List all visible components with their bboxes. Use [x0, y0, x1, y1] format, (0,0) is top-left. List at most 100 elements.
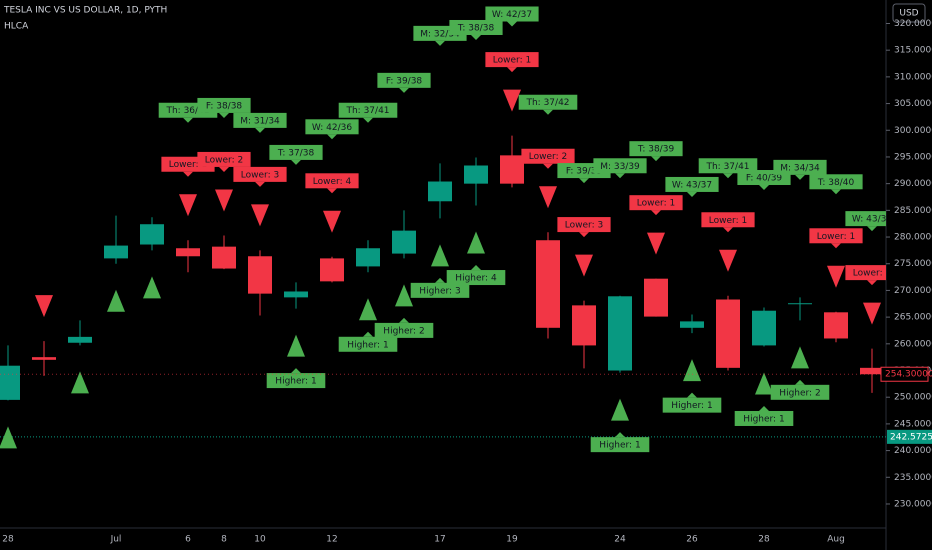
day-label-box — [377, 72, 431, 88]
day-label-pointer — [507, 21, 517, 27]
lower-label: Lower: 2 — [197, 151, 251, 172]
lower-label: Lower: 3 — [557, 217, 611, 238]
day-label-pointer — [435, 40, 445, 46]
y-tick-label: 270.00000 — [894, 286, 932, 296]
lower-label: Lower: 4 — [305, 173, 359, 194]
y-tick-label: 285.00000 — [894, 206, 932, 216]
day-label: W: 42/36 — [305, 119, 359, 140]
y-tick-label: 265.00000 — [894, 313, 932, 323]
day-label-text: F: 40/39 — [746, 174, 783, 184]
higher-label-pointer — [471, 265, 481, 271]
day-label: W: 43/37 — [665, 176, 719, 197]
higher-label: Higher: 4 — [446, 265, 506, 286]
currency-button-label[interactable]: USD — [899, 9, 918, 19]
currency-button-box[interactable] — [892, 3, 926, 23]
candle-body — [212, 246, 236, 269]
lower-label-box — [305, 173, 359, 189]
higher-label-text: Higher: 1 — [347, 340, 388, 350]
higher-label-text: Higher: 1 — [275, 377, 316, 387]
higher-label-text: Higher: 1 — [599, 441, 640, 451]
y-tick-label: 320.00000 — [894, 19, 932, 29]
lower-label-pointer — [651, 210, 661, 216]
higher-label-box — [410, 282, 470, 298]
candle-body — [176, 248, 200, 257]
day-label-box — [485, 6, 539, 22]
last-price-label: 254.30000 — [885, 370, 932, 380]
candle-body — [464, 165, 488, 184]
day-label-text: F: 39/38 — [386, 76, 423, 86]
day-label-pointer — [543, 109, 553, 115]
day-label: T: 37/38 — [269, 144, 323, 165]
day-label-box — [518, 94, 578, 110]
day-label-text: F: 39/39 — [566, 167, 603, 177]
up-arrow — [683, 359, 701, 382]
up-arrow — [287, 334, 305, 357]
lower-label-box — [485, 52, 539, 68]
lower-label: Lower: 2 — [845, 265, 886, 286]
day-label-pointer — [831, 189, 841, 195]
up-arrow — [107, 289, 125, 312]
day-label-text: M: 34/34 — [780, 163, 820, 173]
lower-label-box — [809, 228, 863, 244]
lower-label-text: Lower: 1 — [637, 199, 675, 209]
day-label-text: Th: 37/42 — [525, 98, 569, 108]
up-arrow — [431, 244, 449, 267]
down-arrow — [575, 254, 593, 277]
lower-label-box — [629, 195, 683, 211]
x-tick-label: 28 — [2, 535, 14, 545]
day-label-pointer — [399, 87, 409, 93]
plot-area: Th: 36/41 Lower: 1 F: 38/38 Lower: 2 M: 31/3… — [0, 6, 886, 453]
lower-label-box — [233, 166, 287, 182]
day-label-text: T: 38/40 — [817, 178, 855, 188]
day-label-text: F: 38/38 — [206, 101, 243, 111]
lower-label-text: Lower: 1 — [169, 160, 207, 170]
day-label-box — [773, 159, 827, 175]
lower-label: Lower: 3 — [233, 166, 287, 187]
lower-label-text: Lower: 2 — [529, 152, 567, 162]
day-label-box — [845, 211, 886, 227]
down-arrow — [323, 210, 341, 233]
day-label-text: T: 38/39 — [637, 145, 675, 155]
candle-body — [536, 240, 560, 328]
day-label-text: T: 37/38 — [277, 148, 315, 158]
up-arrow — [359, 298, 377, 321]
higher-label: Higher: 1 — [338, 331, 398, 352]
day-label-text: M: 31/34 — [240, 116, 280, 126]
y-tick-label: 230.00000 — [894, 499, 932, 509]
candle-body — [392, 230, 416, 254]
lower-label: Lower: 1 — [485, 52, 539, 73]
day-label-text: W: 42/36 — [312, 123, 352, 133]
x-tick-label: Aug — [827, 535, 845, 545]
day-label: F: 39/38 — [377, 72, 431, 93]
day-label: M: 34/34 — [773, 159, 827, 180]
day-label-pointer — [327, 134, 337, 140]
day-label-pointer — [183, 117, 193, 123]
up-arrow — [71, 371, 89, 394]
day-label-box — [233, 112, 287, 128]
candle-body — [788, 303, 812, 305]
day-label: Th: 37/41 — [698, 158, 758, 179]
higher-label-box — [590, 437, 650, 453]
higher-label-text: Higher: 4 — [455, 274, 497, 284]
level-tag — [887, 429, 932, 444]
lower-label-pointer — [831, 243, 841, 249]
day-label-box — [665, 176, 719, 192]
day-label: W: 43/38 — [845, 211, 886, 232]
lower-label-text: Lower: 3 — [565, 221, 603, 231]
day-label-pointer — [723, 173, 733, 179]
candle-body — [500, 155, 524, 184]
higher-label-pointer — [795, 379, 805, 385]
day-label-box — [593, 158, 647, 174]
higher-label-box — [446, 270, 506, 286]
currency-button[interactable]: USD — [892, 3, 926, 23]
chart-title: TESLA INC VS US DOLLAR, 1D, PYTH — [3, 6, 167, 16]
x-tick-label: 26 — [686, 535, 698, 545]
y-tick-label: 250.00000 — [894, 393, 932, 403]
x-tick-label: Jul — [110, 535, 122, 545]
higher-label: Higher: 1 — [266, 368, 326, 389]
higher-label-pointer — [759, 405, 769, 411]
day-label-pointer — [795, 174, 805, 180]
higher-label-box — [338, 336, 398, 352]
day-label: W: 42/37 — [485, 6, 539, 27]
down-arrow — [647, 232, 665, 255]
